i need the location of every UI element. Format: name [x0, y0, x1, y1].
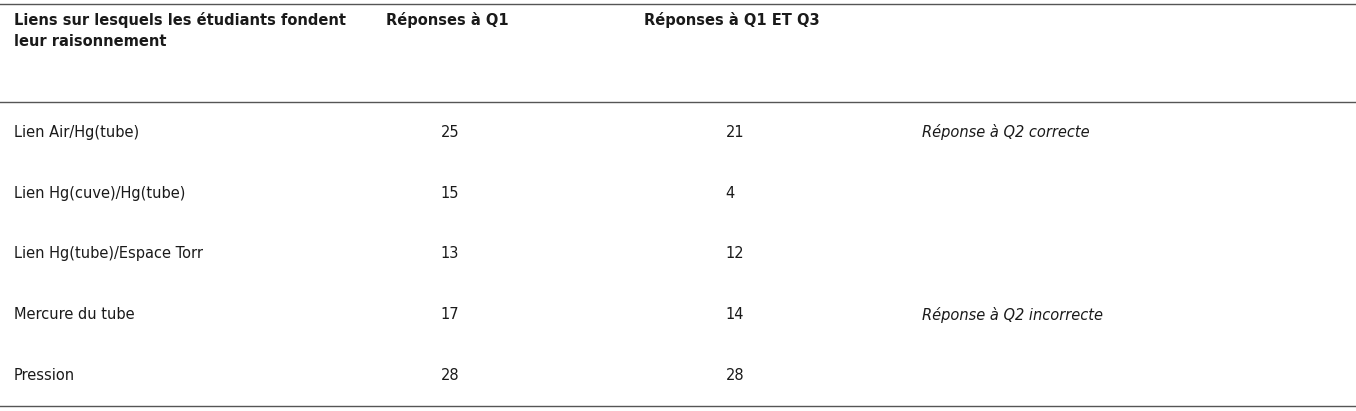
Text: Lien Hg(tube)/Espace Torr: Lien Hg(tube)/Espace Torr [14, 247, 202, 261]
Text: Réponses à Q1: Réponses à Q1 [386, 12, 508, 28]
Text: 17: 17 [441, 307, 460, 322]
Text: 14: 14 [725, 307, 744, 322]
Text: Réponse à Q2 incorrecte: Réponse à Q2 incorrecte [922, 307, 1102, 323]
Text: Réponse à Q2 correcte: Réponse à Q2 correcte [922, 125, 1090, 140]
Text: Liens sur lesquels les étudiants fondent
leur raisonnement: Liens sur lesquels les étudiants fondent… [14, 12, 346, 49]
Text: 25: 25 [441, 125, 460, 140]
Text: 13: 13 [441, 247, 460, 261]
Text: Lien Air/Hg(tube): Lien Air/Hg(tube) [14, 125, 138, 140]
Text: 28: 28 [441, 368, 460, 383]
Text: Pression: Pression [14, 368, 75, 383]
Text: Lien Hg(cuve)/Hg(tube): Lien Hg(cuve)/Hg(tube) [14, 186, 184, 201]
Text: 4: 4 [725, 186, 735, 201]
Text: Réponses à Q1 ET Q3: Réponses à Q1 ET Q3 [644, 12, 820, 28]
Text: 28: 28 [725, 368, 744, 383]
Text: 15: 15 [441, 186, 460, 201]
Text: 12: 12 [725, 247, 744, 261]
Text: Mercure du tube: Mercure du tube [14, 307, 134, 322]
Text: 21: 21 [725, 125, 744, 140]
